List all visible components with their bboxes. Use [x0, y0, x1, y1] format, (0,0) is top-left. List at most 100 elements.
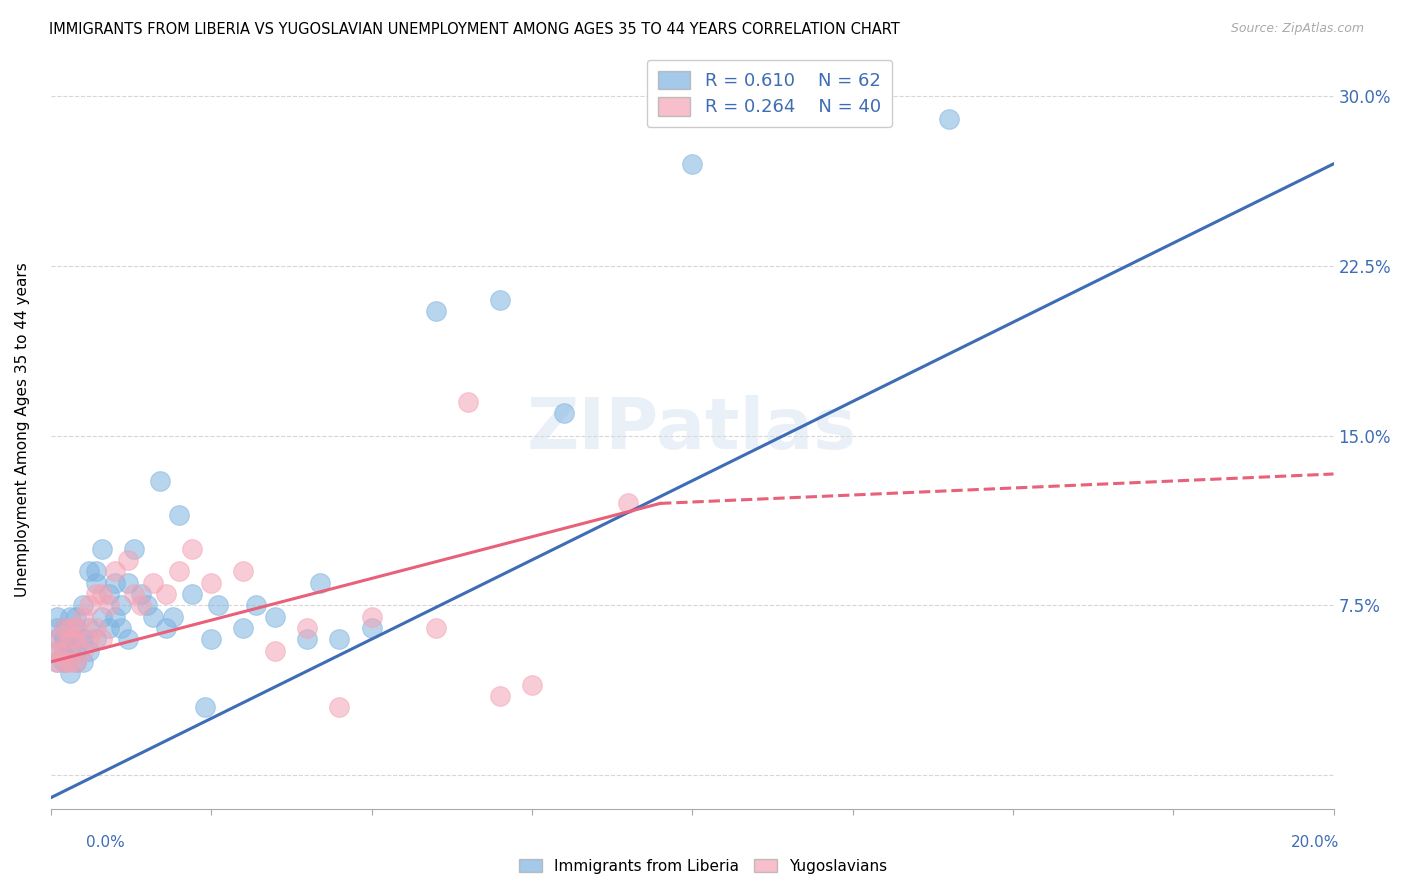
Y-axis label: Unemployment Among Ages 35 to 44 years: Unemployment Among Ages 35 to 44 years [15, 262, 30, 598]
Point [167, 564, 190, 578]
Point [245, 599, 267, 613]
Point [149, 474, 172, 488]
Point [617, 496, 640, 510]
Point [59, 655, 82, 669]
Point [65, 643, 87, 657]
Point [59, 609, 82, 624]
Point [97, 587, 120, 601]
Point [136, 599, 159, 613]
Point [65, 632, 87, 647]
Text: 0.0%: 0.0% [86, 836, 125, 850]
Legend: Immigrants from Liberia, Yugoslavians: Immigrants from Liberia, Yugoslavians [513, 853, 893, 880]
Point [46, 609, 69, 624]
Point [110, 599, 132, 613]
Point [52, 621, 75, 635]
Point [46, 632, 69, 647]
Point [72, 655, 94, 669]
Point [84, 621, 107, 635]
Point [79, 621, 101, 635]
Point [117, 632, 139, 647]
Point [46, 643, 69, 657]
Point [181, 587, 204, 601]
Point [297, 621, 319, 635]
Point [194, 700, 217, 714]
Point [122, 541, 145, 556]
Point [46, 621, 69, 635]
Point [110, 621, 132, 635]
Point [104, 564, 127, 578]
Point [117, 553, 139, 567]
Point [91, 632, 114, 647]
Point [309, 575, 332, 590]
Text: ZIPatlas: ZIPatlas [527, 395, 858, 465]
Point [553, 406, 575, 420]
Point [360, 621, 382, 635]
Point [65, 655, 87, 669]
Point [488, 293, 510, 307]
Point [181, 541, 204, 556]
Point [79, 643, 101, 657]
Point [155, 587, 177, 601]
Point [72, 643, 94, 657]
Point [79, 564, 101, 578]
Point [91, 541, 114, 556]
Point [84, 564, 107, 578]
Point [59, 666, 82, 681]
Point [46, 655, 69, 669]
Point [104, 609, 127, 624]
Point [264, 643, 287, 657]
Point [65, 632, 87, 647]
Point [84, 587, 107, 601]
Point [142, 609, 165, 624]
Point [59, 643, 82, 657]
Point [938, 112, 960, 126]
Point [264, 609, 287, 624]
Point [79, 599, 101, 613]
Point [520, 677, 543, 691]
Point [425, 304, 447, 318]
Point [425, 621, 447, 635]
Text: Source: ZipAtlas.com: Source: ZipAtlas.com [1230, 22, 1364, 36]
Point [328, 700, 350, 714]
Point [457, 394, 479, 409]
Point [681, 157, 703, 171]
Point [488, 689, 510, 703]
Point [72, 632, 94, 647]
Point [65, 609, 87, 624]
Point [129, 587, 152, 601]
Point [52, 632, 75, 647]
Text: 20.0%: 20.0% [1291, 836, 1339, 850]
Point [117, 575, 139, 590]
Point [155, 621, 177, 635]
Point [46, 643, 69, 657]
Point [59, 621, 82, 635]
Point [91, 609, 114, 624]
Point [52, 632, 75, 647]
Point [65, 655, 87, 669]
Point [59, 632, 82, 647]
Point [84, 632, 107, 647]
Point [65, 621, 87, 635]
Point [297, 632, 319, 647]
Legend: R = 0.610    N = 62, R = 0.264    N = 40: R = 0.610 N = 62, R = 0.264 N = 40 [647, 60, 891, 128]
Point [52, 643, 75, 657]
Point [200, 575, 222, 590]
Point [46, 632, 69, 647]
Point [72, 609, 94, 624]
Point [97, 599, 120, 613]
Point [200, 632, 222, 647]
Point [52, 655, 75, 669]
Point [104, 575, 127, 590]
Point [52, 643, 75, 657]
Point [232, 621, 254, 635]
Text: IMMIGRANTS FROM LIBERIA VS YUGOSLAVIAN UNEMPLOYMENT AMONG AGES 35 TO 44 YEARS CO: IMMIGRANTS FROM LIBERIA VS YUGOSLAVIAN U… [49, 22, 900, 37]
Point [79, 632, 101, 647]
Point [167, 508, 190, 522]
Point [91, 587, 114, 601]
Point [97, 621, 120, 635]
Point [162, 609, 184, 624]
Point [142, 575, 165, 590]
Point [232, 564, 254, 578]
Point [129, 599, 152, 613]
Point [59, 632, 82, 647]
